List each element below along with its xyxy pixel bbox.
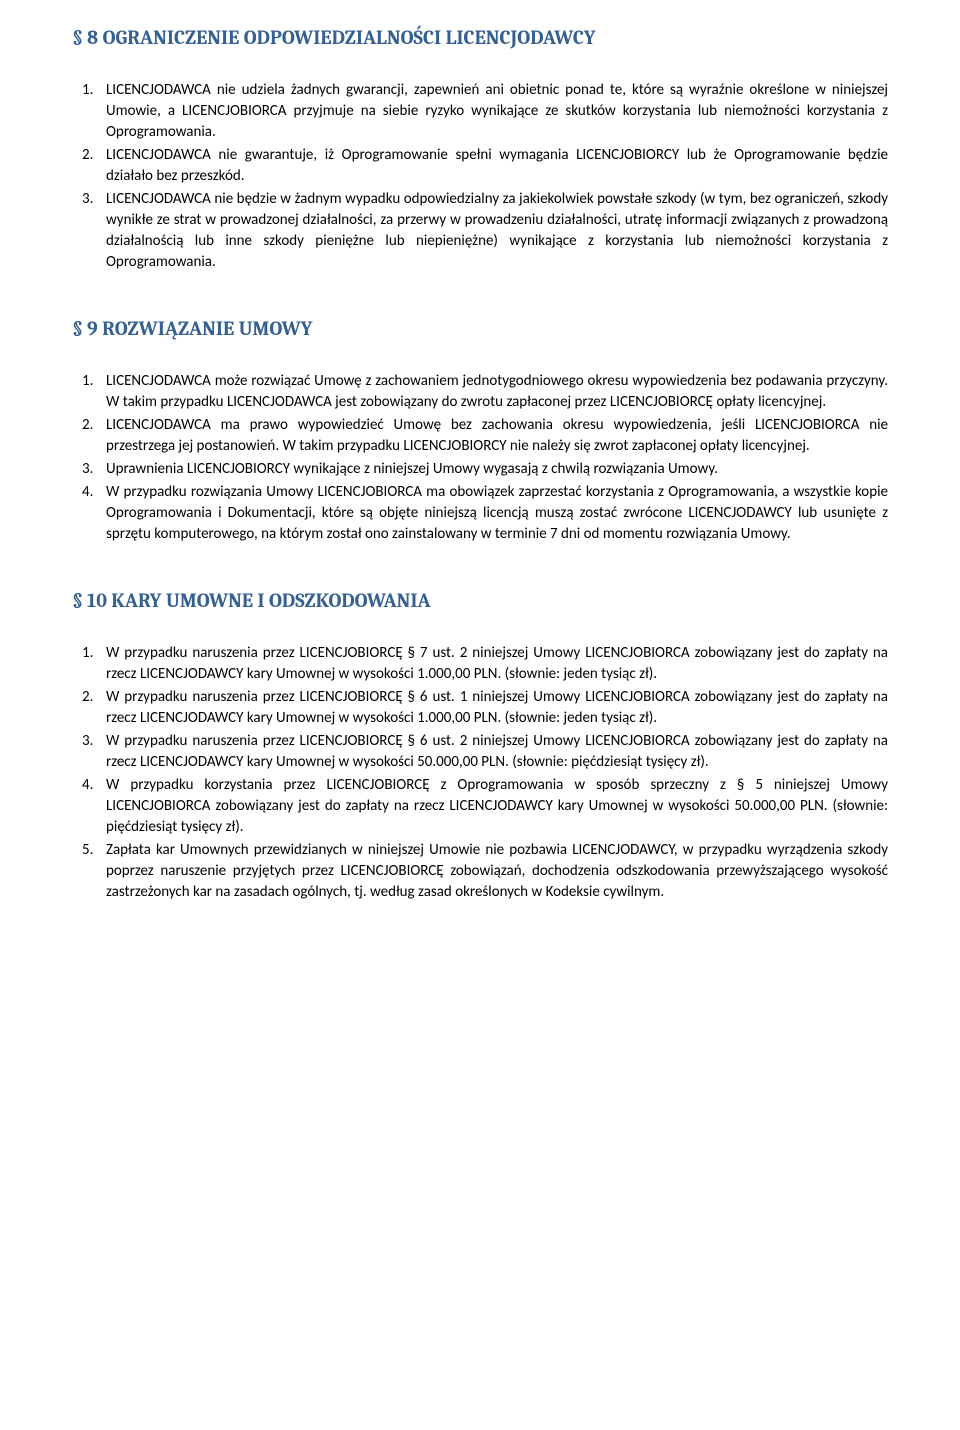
section-8-list: LICENCJODAWCA nie udziela żadnych gwaran… (72, 80, 888, 273)
list-item: Zapłata kar Umownych przewidzianych w ni… (72, 840, 888, 903)
list-item: W przypadku korzystania przez LICENCJOBI… (72, 775, 888, 838)
list-item: LICENCJODAWCA nie będzie w żadnym wypadk… (72, 189, 888, 273)
list-item: Uprawnienia LICENCJOBIORCY wynikające z … (72, 459, 888, 480)
section-10: § 10 KARY UMOWNE I ODSZKODOWANIA W przyp… (72, 587, 888, 903)
list-item: LICENCJODAWCA ma prawo wypowiedzieć Umow… (72, 415, 888, 457)
list-item: W przypadku naruszenia przez LICENCJOBIO… (72, 731, 888, 773)
section-10-heading: § 10 KARY UMOWNE I ODSZKODOWANIA (72, 587, 888, 615)
list-item: LICENCJODAWCA nie udziela żadnych gwaran… (72, 80, 888, 143)
section-8-heading: § 8 OGRANICZENIE ODPOWIEDZIALNOŚCI LICEN… (72, 24, 888, 52)
section-9-heading: § 9 ROZWIĄZANIE UMOWY (72, 315, 888, 343)
section-9-list: LICENCJODAWCA może rozwiązać Umowę z zac… (72, 371, 888, 545)
section-10-list: W przypadku naruszenia przez LICENCJOBIO… (72, 643, 888, 903)
section-8: § 8 OGRANICZENIE ODPOWIEDZIALNOŚCI LICEN… (72, 24, 888, 273)
list-item: W przypadku naruszenia przez LICENCJOBIO… (72, 687, 888, 729)
list-item: LICENCJODAWCA nie gwarantuje, iż Oprogra… (72, 145, 888, 187)
list-item: W przypadku rozwiązania Umowy LICENCJOBI… (72, 482, 888, 545)
section-9: § 9 ROZWIĄZANIE UMOWY LICENCJODAWCA może… (72, 315, 888, 545)
list-item: LICENCJODAWCA może rozwiązać Umowę z zac… (72, 371, 888, 413)
list-item: W przypadku naruszenia przez LICENCJOBIO… (72, 643, 888, 685)
